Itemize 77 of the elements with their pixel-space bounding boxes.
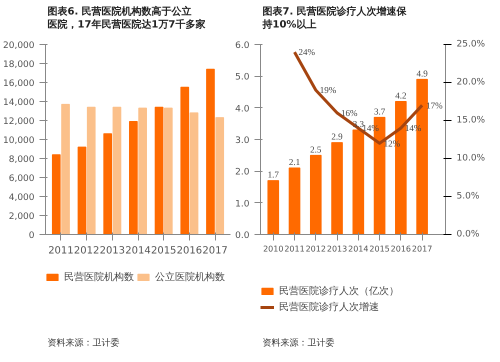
legend-label: 公立医院机构数 (155, 270, 225, 284)
y-tick-label: 1.0 (235, 199, 250, 210)
text: 资料来源：卫计委 (262, 338, 334, 348)
bar (112, 106, 122, 235)
y-tick-label: 0 (28, 231, 35, 241)
x-tick-label: 2011 (284, 244, 305, 254)
bar (267, 180, 280, 235)
x-tick-label: 2014 (125, 246, 151, 256)
data-label: 2.9 (331, 132, 344, 142)
x-tick-label: 2010 (263, 244, 284, 254)
y-tick-label: 2,000 (8, 212, 35, 222)
y2-tick-label: 0.0% (456, 230, 480, 240)
data-label: 4.2 (395, 90, 406, 100)
bar (138, 108, 147, 235)
y2-tick-label: 10.0% (456, 154, 486, 164)
y-tick-label: 3.0 (235, 136, 250, 146)
y-tick-label: 14,000 (3, 98, 35, 108)
legend-label: 民营医院诊疗人次增速 (279, 300, 379, 314)
bar (86, 106, 96, 235)
bar (288, 168, 300, 235)
bar (154, 106, 164, 235)
x-tick-label: 2011 (48, 246, 74, 256)
legend-label: 民营医院机构数 (64, 270, 134, 284)
y-tick-label: 6,000 (8, 174, 35, 184)
y-tick-label: 16,000 (3, 79, 35, 89)
data-label: 24% (298, 47, 316, 58)
y-tick-label: 4,000 (8, 193, 35, 203)
x-tick-label: 2015 (369, 244, 390, 254)
data-label: 2.1 (288, 157, 300, 167)
x-tick-label: 2012 (74, 246, 100, 256)
bar (190, 112, 198, 235)
bar (215, 117, 224, 235)
bar (61, 104, 70, 235)
x-tick-label: 2015 (150, 246, 176, 256)
data-label: 19% (320, 85, 337, 96)
y-tick-label: 12,000 (3, 117, 35, 127)
x-tick-label: 2012 (306, 244, 326, 254)
data-label: 3.7 (374, 106, 386, 116)
x-tick-label: 2016 (390, 244, 412, 254)
y-tick-label: 0.0 (235, 231, 250, 241)
bar (180, 86, 190, 235)
data-label: 1.7 (268, 170, 280, 180)
y-tick-label: 5.0 (235, 72, 250, 83)
x-tick-label: 2013 (326, 244, 348, 254)
y2-tick-label: 25.0% (456, 40, 486, 50)
bar (310, 154, 322, 235)
data-label: 3.3 (352, 119, 364, 129)
y2-tick-label: 20.0% (456, 78, 486, 88)
data-label: 16% (341, 108, 358, 118)
x-tick-label: 2016 (176, 246, 202, 256)
bar (164, 108, 173, 235)
y-tick-label: 4.0 (235, 104, 250, 114)
legend-label: 民营医院诊疗人次（亿次） (279, 284, 399, 298)
x-tick-label: 2017 (202, 246, 228, 256)
bar (352, 130, 364, 235)
data-label: 2.5 (310, 144, 322, 154)
x-tick-label: 2014 (348, 244, 368, 254)
bar (52, 154, 61, 235)
y-tick-label: 18,000 (3, 60, 35, 70)
bar (331, 142, 343, 235)
bar (129, 120, 138, 235)
text: 资料来源：卫计委 (48, 338, 120, 348)
chart-title: 图表7. 民营医院诊疗人次增速保持10%以上 (262, 6, 408, 31)
y-tick-label: 6.0 (235, 41, 250, 51)
data-label: 4.9 (416, 68, 428, 78)
y2-tick-label: 5.0% (456, 192, 480, 202)
bar (206, 68, 215, 235)
x-tick-label: 2013 (100, 246, 126, 256)
y-tick-label: 10,000 (3, 136, 35, 146)
y-tick-label: 2.0 (235, 168, 250, 178)
y2-tick-label: 15.0% (456, 116, 486, 126)
bar (103, 133, 112, 235)
y-tick-label: 20,000 (3, 41, 35, 51)
x-tick-label: 2017 (412, 244, 432, 254)
bar (78, 146, 86, 235)
y-tick-label: 8,000 (8, 155, 35, 165)
chart-title: 图表6. 民营医院机构数高于公立医院，17年民营医院达1万7千多家 (48, 6, 206, 31)
